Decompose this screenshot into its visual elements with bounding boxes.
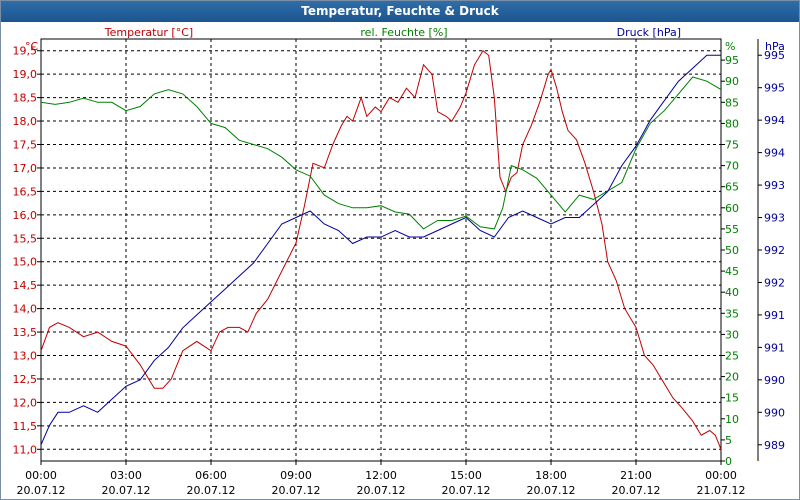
- pressure-unit-label: hPa: [765, 40, 785, 53]
- temperature-tick-label: 14,5: [13, 279, 38, 292]
- temperature-tick-label: 12,0: [13, 396, 38, 409]
- temperature-tick-label: 13,5: [13, 326, 38, 339]
- temperature-tick-label: 14,0: [13, 303, 38, 316]
- pressure-tick-label: 992: [764, 276, 785, 289]
- series-line-temperature: [40, 49, 722, 450]
- pressure-tick-label: 991: [764, 341, 785, 354]
- humidity-tick-label: 20: [725, 371, 739, 384]
- humidity-tick-label: 35: [725, 307, 739, 320]
- x-tick-label-date: 21.07.12: [697, 484, 746, 497]
- temperature-tick-label: 15,5: [13, 232, 38, 245]
- window-title: Temperatur, Feuchte & Druck: [1, 1, 799, 22]
- x-tick-label-time: 21:00: [620, 469, 652, 482]
- humidity-tick-label: 75: [725, 139, 739, 152]
- pressure-tick-label: 995: [764, 49, 785, 62]
- humidity-tick-label: 0: [725, 455, 732, 468]
- pressure-tick-label: 993: [764, 212, 785, 225]
- pressure-tick-label: 990: [764, 374, 785, 387]
- humidity-tick-label: 85: [725, 96, 739, 109]
- humidity-tick-label: 55: [725, 223, 739, 236]
- humidity-tick-label: 80: [725, 117, 739, 130]
- pressure-tick-label: 995: [764, 82, 785, 95]
- x-tick-label-date: 20.07.12: [357, 484, 406, 497]
- x-tick-label-time: 18:00: [535, 469, 567, 482]
- humidity-tick-label: 95: [725, 54, 739, 67]
- pressure-tick-label: 992: [764, 244, 785, 257]
- humidity-tick-label: 70: [725, 160, 739, 173]
- humidity-axis-title: rel. Feuchte [%]: [360, 26, 447, 39]
- humidity-tick-label: 65: [725, 181, 739, 194]
- x-tick-label-date: 20.07.12: [187, 484, 236, 497]
- temperature-axis-title: Temperatur [°C]: [104, 26, 193, 39]
- temperature-tick-label: 16,5: [13, 185, 38, 198]
- humidity-tick-label: 30: [725, 328, 739, 341]
- pressure-tick-label: 990: [764, 406, 785, 419]
- x-tick-label-time: 00:00: [705, 469, 737, 482]
- pressure-tick-label: 994: [764, 147, 785, 160]
- x-tick-label-time: 00:00: [25, 469, 57, 482]
- humidity-tick-label: 10: [725, 413, 739, 426]
- x-tick-label-time: 06:00: [195, 469, 227, 482]
- pressure-tick-label: 989: [764, 439, 785, 452]
- temperature-tick-label: 17,0: [13, 162, 38, 175]
- humidity-unit-label: %: [725, 40, 735, 53]
- temperature-tick-label: 13,0: [13, 350, 38, 363]
- x-tick-label-date: 20.07.12: [17, 484, 66, 497]
- humidity-tick-label: 90: [725, 75, 739, 88]
- x-tick-label-date: 20.07.12: [102, 484, 151, 497]
- series-line-pressure: [40, 54, 721, 445]
- pressure-tick-label: 993: [764, 179, 785, 192]
- temperature-tick-label: 11,5: [13, 420, 38, 433]
- pressure-tick-label: 994: [764, 114, 785, 127]
- temperature-tick-label: 19,5: [13, 45, 38, 58]
- humidity-tick-label: 25: [725, 350, 739, 363]
- series-line-humidity: [40, 76, 722, 230]
- x-tick-label-date: 20.07.12: [272, 484, 321, 497]
- humidity-tick-label: 60: [725, 202, 739, 215]
- temperature-tick-label: 11,0: [13, 443, 38, 456]
- humidity-tick-label: 50: [725, 244, 739, 257]
- x-tick-label-time: 03:00: [110, 469, 142, 482]
- temperature-tick-label: 17,5: [13, 139, 38, 152]
- x-tick-label-time: 12:00: [365, 469, 397, 482]
- temperature-tick-label: 16,0: [13, 209, 38, 222]
- humidity-tick-label: 40: [725, 286, 739, 299]
- temperature-tick-label: 19,0: [13, 68, 38, 81]
- temperature-tick-label: 12,5: [13, 373, 38, 386]
- x-tick-label-date: 20.07.12: [527, 484, 576, 497]
- humidity-tick-label: 5: [725, 434, 732, 447]
- temperature-tick-label: 18,0: [13, 115, 38, 128]
- x-tick-label-date: 20.07.12: [442, 484, 491, 497]
- temperature-tick-label: 15,0: [13, 256, 38, 269]
- x-tick-label-time: 09:00: [280, 469, 312, 482]
- x-tick-label-date: 20.07.12: [612, 484, 661, 497]
- temperature-unit-label: °C: [25, 40, 39, 53]
- humidity-tick-label: 45: [725, 265, 739, 278]
- pressure-tick-label: 991: [764, 309, 785, 322]
- humidity-tick-label: 15: [725, 392, 739, 405]
- temperature-tick-label: 18,5: [13, 92, 38, 105]
- x-tick-label-time: 15:00: [450, 469, 482, 482]
- pressure-axis-title: Druck [hPa]: [617, 26, 681, 39]
